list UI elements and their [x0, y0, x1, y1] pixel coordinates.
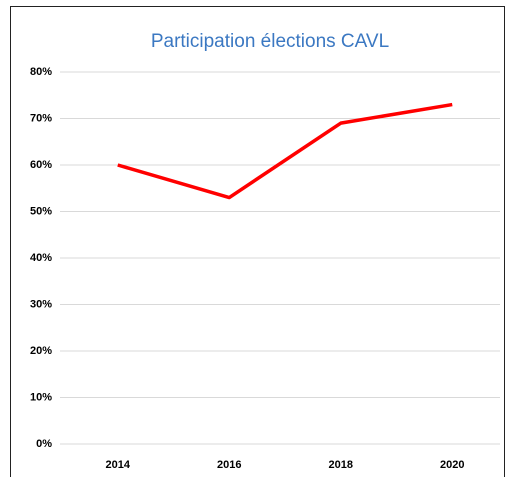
y-tick-label: 10%: [30, 391, 52, 403]
chart-border: [10, 6, 505, 477]
y-tick-label: 80%: [30, 66, 52, 78]
chart-title: Participation élections CAVL: [151, 31, 389, 52]
x-tick-label: 2014: [106, 459, 131, 471]
y-tick-label: 50%: [30, 205, 52, 217]
x-tick-label: 2016: [217, 459, 241, 471]
x-tick-label: 2020: [440, 459, 464, 471]
y-tick-label: 0%: [36, 438, 52, 450]
y-tick-label: 70%: [30, 112, 52, 124]
y-tick-label: 20%: [30, 345, 52, 357]
y-tick-label: 40%: [30, 252, 52, 264]
line: [117, 102, 453, 200]
x-tick-label: 2018: [329, 459, 353, 471]
y-tick-label: 30%: [30, 298, 52, 310]
y-tick-label: 60%: [30, 159, 52, 171]
